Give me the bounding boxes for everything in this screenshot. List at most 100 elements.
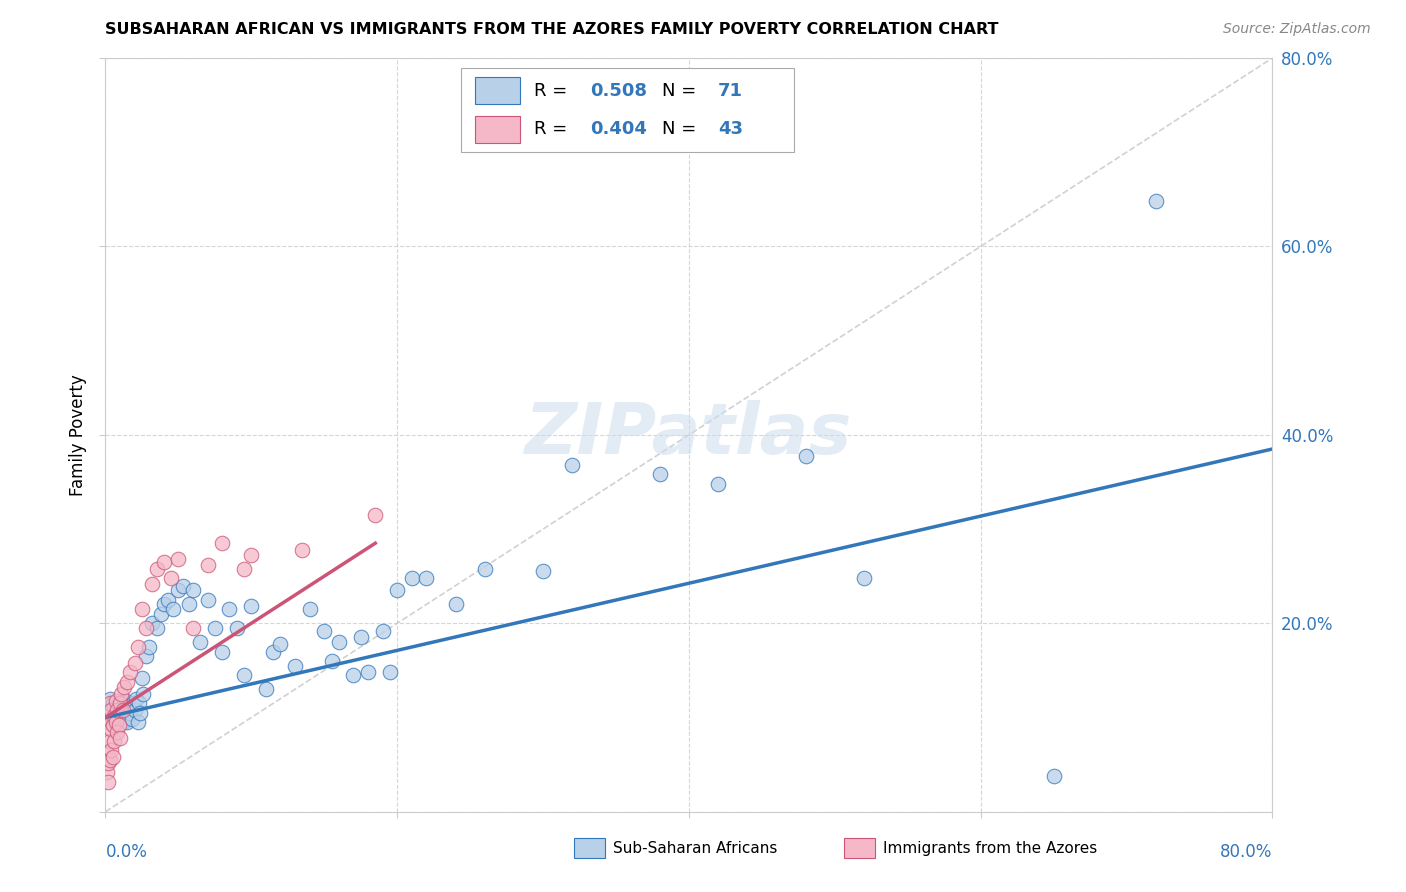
Point (112, 703, 135, 717)
Point (97, 756, 120, 770)
Point (101, 750, 124, 764)
Point (104, 693, 127, 707)
Point (100, 706, 122, 720)
Point (181, 583, 204, 598)
Point (107, 699, 129, 714)
Point (188, 635, 211, 649)
Point (314, 624, 336, 638)
Point (125, 691, 148, 706)
Point (357, 665, 380, 680)
Point (127, 640, 149, 654)
Point (129, 706, 152, 720)
Point (120, 665, 142, 680)
Point (371, 624, 394, 638)
Text: N =: N = (662, 120, 702, 138)
Point (103, 701, 125, 715)
Point (269, 637, 292, 651)
Point (111, 703, 134, 717)
Text: R =: R = (534, 81, 572, 100)
Text: N =: N = (662, 81, 702, 100)
Point (1042, 769, 1064, 783)
Point (204, 621, 226, 635)
Point (105, 703, 128, 717)
Point (127, 715, 149, 730)
Point (135, 649, 157, 664)
Point (97, 715, 120, 730)
Point (124, 656, 146, 670)
Point (112, 681, 135, 695)
Text: 71: 71 (718, 81, 744, 100)
Point (100, 743, 122, 757)
Point (153, 555, 174, 569)
Point (240, 549, 263, 563)
Point (122, 697, 145, 711)
Text: Sub-Saharan Africans: Sub-Saharan Africans (613, 841, 778, 855)
Point (115, 693, 138, 707)
Point (852, 571, 875, 585)
Point (225, 621, 247, 635)
Point (162, 602, 184, 616)
Point (98, 753, 121, 767)
Point (108, 710, 131, 724)
Bar (574, 838, 605, 858)
Point (118, 699, 141, 714)
Point (531, 565, 554, 579)
Point (149, 607, 172, 621)
Text: Immigrants from the Azores: Immigrants from the Azores (883, 841, 1097, 855)
Text: ZIPatlas: ZIPatlas (526, 401, 852, 469)
Point (98, 691, 121, 706)
Text: 43: 43 (718, 120, 744, 138)
Bar (475, 116, 520, 143)
Point (103, 734, 125, 748)
Text: 0.0%: 0.0% (105, 843, 148, 861)
Text: SUBSAHARAN AFRICAN VS IMMIGRANTS FROM THE AZORES FAMILY POVERTY CORRELATION CHAR: SUBSAHARAN AFRICAN VS IMMIGRANTS FROM TH… (105, 22, 998, 37)
Point (131, 602, 153, 616)
Point (172, 578, 194, 592)
Point (145, 621, 167, 635)
Point (153, 598, 174, 612)
Point (328, 635, 350, 649)
Point (103, 708, 125, 723)
Point (128, 697, 150, 711)
Point (648, 467, 671, 482)
Point (100, 703, 122, 717)
Point (233, 668, 256, 682)
Point (350, 631, 373, 645)
Point (117, 674, 139, 689)
Point (98, 734, 121, 748)
Point (401, 571, 423, 585)
Point (342, 668, 364, 682)
Point (1144, 194, 1167, 209)
Point (321, 654, 343, 668)
Point (145, 561, 167, 575)
Point (211, 536, 233, 550)
Point (104, 715, 127, 730)
Point (157, 592, 180, 607)
Point (101, 712, 124, 726)
Point (298, 602, 321, 616)
Point (240, 599, 263, 614)
Point (101, 718, 124, 732)
Point (794, 449, 817, 463)
FancyBboxPatch shape (461, 68, 794, 153)
Point (291, 542, 314, 557)
Point (108, 697, 131, 711)
Point (233, 561, 256, 575)
Point (262, 644, 284, 658)
Point (117, 715, 139, 730)
Point (378, 665, 401, 680)
Point (98, 697, 121, 711)
Point (218, 602, 240, 616)
Text: 0.508: 0.508 (589, 81, 647, 100)
Text: 80.0%: 80.0% (1220, 843, 1272, 861)
Point (120, 706, 142, 720)
Point (167, 583, 190, 598)
Point (108, 731, 131, 746)
Point (167, 552, 190, 566)
Text: R =: R = (534, 120, 572, 138)
Point (111, 715, 134, 730)
Point (124, 703, 146, 717)
Point (96, 765, 118, 780)
Point (211, 644, 233, 658)
Point (141, 576, 163, 591)
